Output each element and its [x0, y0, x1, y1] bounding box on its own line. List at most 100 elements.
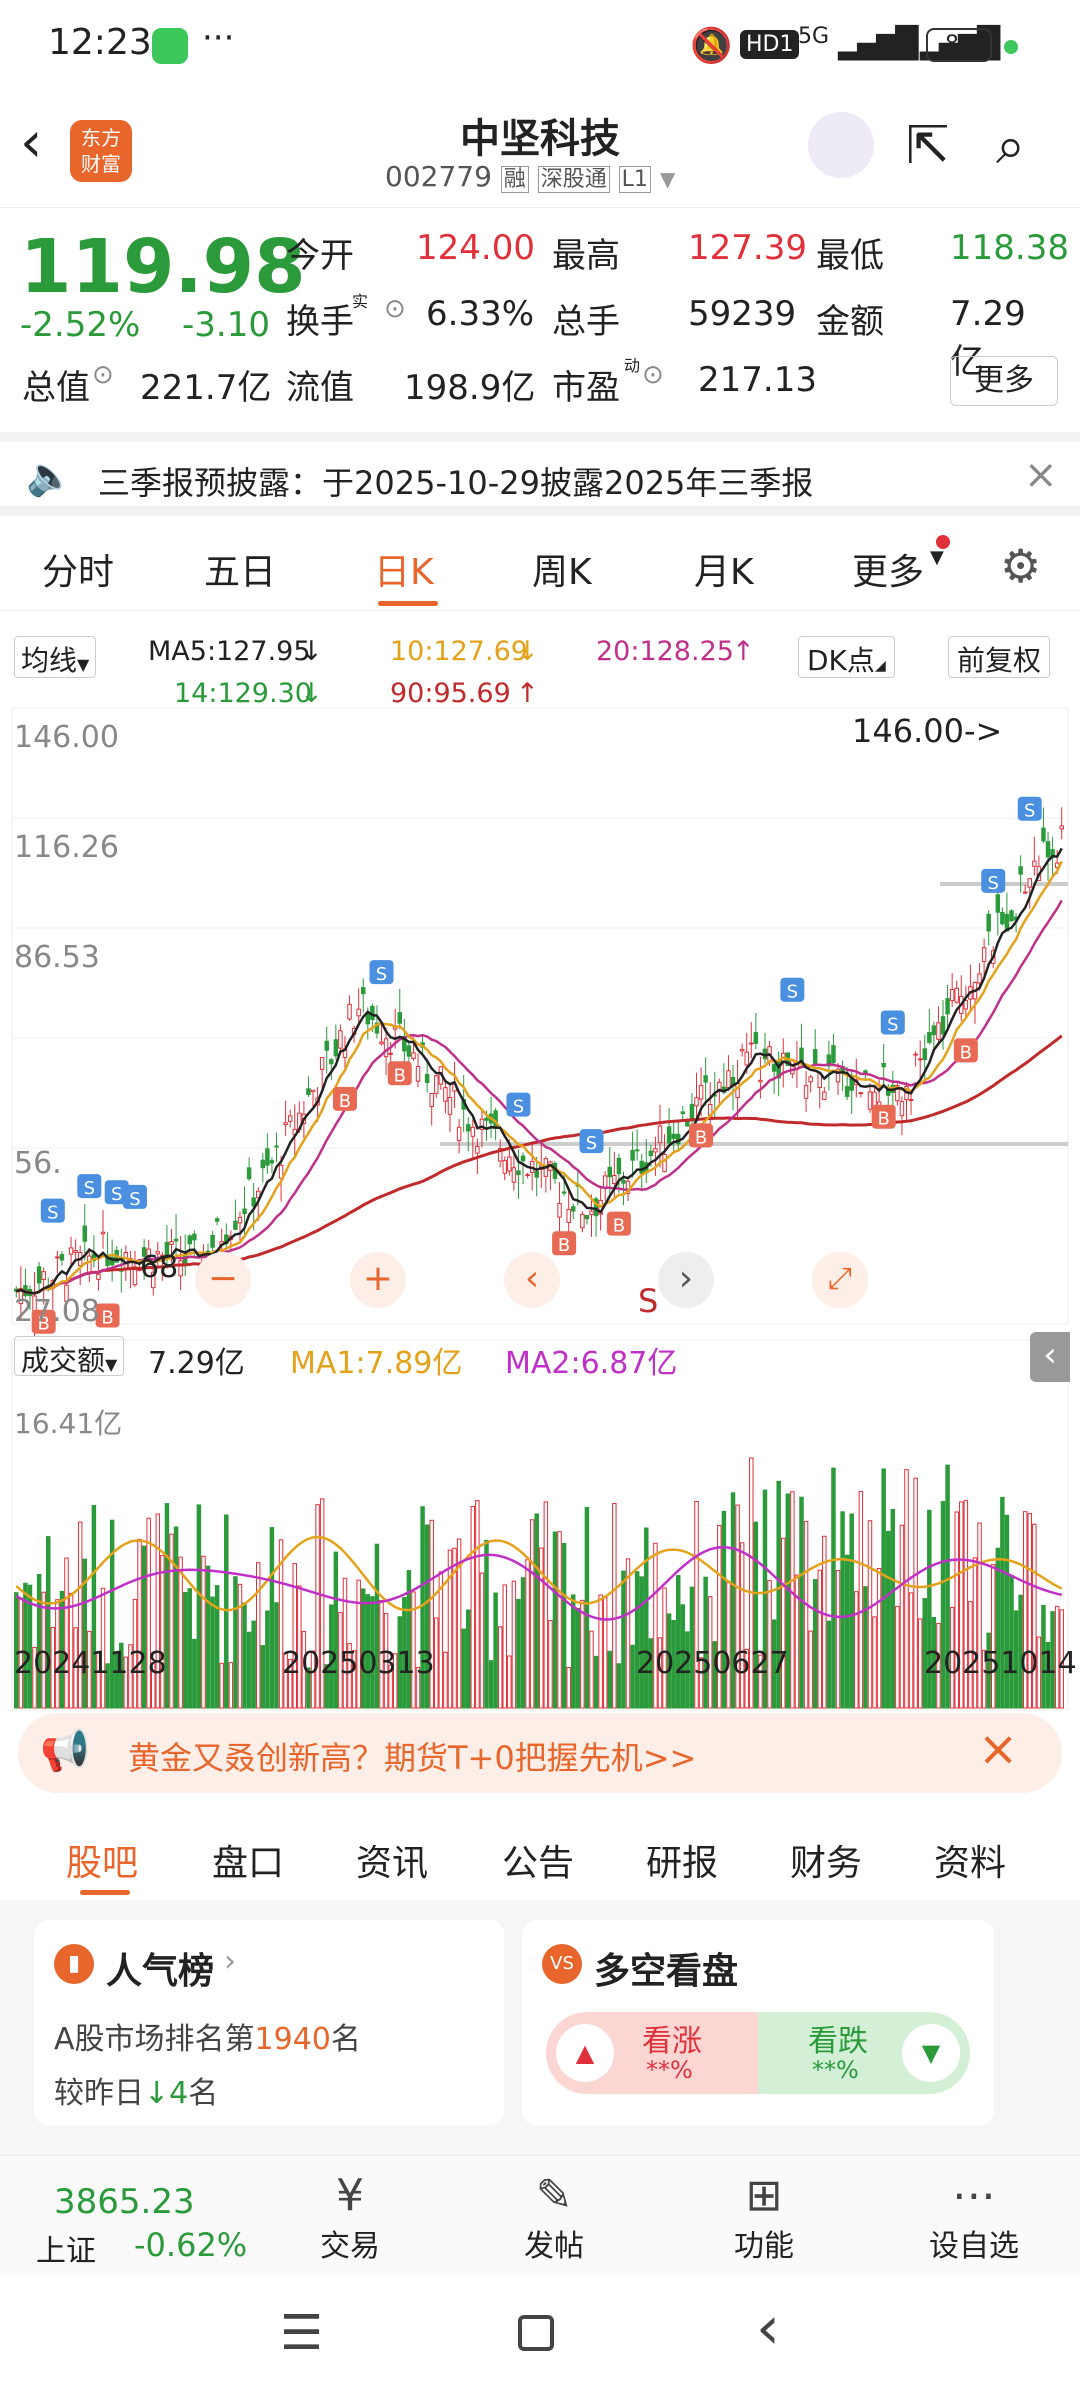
volume-bar	[863, 1586, 868, 1709]
marker-letter: B	[877, 1109, 889, 1130]
zoom-in-button[interactable]: +	[350, 1252, 406, 1308]
popularity-card[interactable]: ▮ 人气榜 › A股市场排名第1940名 较昨日↓4名	[34, 1920, 504, 2125]
volume-bar	[589, 1630, 594, 1709]
candle-body	[265, 1148, 270, 1166]
promo-banner[interactable]: 📢 黄金又叒创新高？期货T+0把握先机>> ×	[18, 1713, 1062, 1793]
candle-body	[55, 1256, 60, 1259]
volume-bar	[233, 1576, 238, 1709]
stock-code-row[interactable]: 002779 融 深股通 L1 ▼	[385, 160, 675, 193]
candle-body	[940, 1016, 946, 1035]
tab-orderbook[interactable]: 盘口	[212, 1843, 285, 1884]
y-label-bottom: 27.08	[14, 1294, 100, 1329]
bullish-button[interactable]: ▲ 看涨 **%	[546, 2012, 778, 2094]
volume-bar	[260, 1645, 266, 1709]
more-button[interactable]: 更多	[950, 356, 1058, 406]
fullscreen-button[interactable]: ⤢	[812, 1252, 868, 1308]
volume-bar	[835, 1570, 841, 1709]
price-chg: -3.10	[182, 305, 270, 345]
volume-bar	[73, 1627, 78, 1709]
search-icon[interactable]: ⌕	[996, 116, 1026, 176]
collapse-side-icon[interactable]: ‹	[1030, 1332, 1070, 1382]
speaker-icon: 🔈	[26, 454, 74, 498]
scroll-left-button[interactable]: ‹	[504, 1252, 560, 1308]
dk-button[interactable]: DK点◢	[798, 636, 895, 678]
tab-more[interactable]: 更多	[852, 552, 925, 593]
volume-bar	[945, 1464, 950, 1709]
candle-body	[178, 1260, 183, 1277]
volume-bar	[584, 1506, 590, 1709]
volume-bar	[552, 1531, 558, 1709]
volume-bar	[374, 1543, 380, 1709]
volume-bar	[529, 1519, 535, 1709]
info-icon[interactable]: ⊙	[92, 360, 114, 390]
add-watchlist-button[interactable]: ⋯ 设自选	[914, 2170, 1034, 2265]
index-ticker[interactable]: 3865.23 上证 -0.62%	[22, 2176, 247, 2269]
volume-bar	[762, 1489, 768, 1709]
volume-bar	[826, 1620, 832, 1709]
index-value: 3865.23	[54, 2182, 195, 2222]
candle-body	[1059, 825, 1064, 830]
volume-bar	[1054, 1605, 1060, 1709]
functions-button[interactable]: ⊞ 功能	[714, 2170, 814, 2265]
ma20-line	[15, 899, 1063, 1295]
marker-letter: S	[988, 873, 999, 894]
volume-bar	[224, 1514, 229, 1709]
logo-text-2: 财富	[81, 152, 121, 176]
candle-body	[927, 1031, 932, 1043]
tab-five-day[interactable]: 五日	[204, 552, 277, 593]
bearish-button[interactable]: 看跌 **% ▼	[758, 2012, 970, 2094]
tab-announcements[interactable]: 公告	[502, 1843, 575, 1884]
candle-body	[858, 1092, 864, 1095]
volume-bar	[319, 1498, 325, 1709]
post-button[interactable]: ✎ 发帖	[504, 2170, 604, 2265]
tab-profile[interactable]: 资料	[934, 1843, 1007, 1884]
candle-body	[602, 1175, 608, 1189]
tab-finance[interactable]: 财务	[790, 1843, 863, 1884]
candle-body	[922, 1048, 927, 1060]
back-nav-icon[interactable]: ‹	[756, 2293, 780, 2363]
candle-body	[59, 1254, 65, 1261]
volume-bar	[128, 1644, 133, 1709]
candle-body	[447, 1096, 453, 1115]
settings-icon[interactable]: ⚙	[1000, 539, 1042, 593]
trade-button[interactable]: ¥ 交易	[300, 2170, 400, 2265]
sell-marker	[880, 1010, 905, 1035]
candle-body	[356, 1008, 361, 1017]
candle-body	[525, 1174, 530, 1177]
volume-bar	[954, 1511, 959, 1709]
change-value: 4	[169, 2076, 189, 2111]
volume-bar	[1022, 1511, 1028, 1709]
close-icon[interactable]: ×	[978, 1721, 1019, 1777]
notice-bar[interactable]: 🔈 三季报预披露：于2025-10-29披露2025年三季报 ×	[0, 432, 1080, 516]
close-icon[interactable]: ×	[1024, 452, 1058, 498]
tab-weekly-k[interactable]: 周K	[532, 552, 592, 593]
share-icon[interactable]: ⇱	[906, 116, 950, 176]
marker-letter: B	[695, 1127, 707, 1148]
arrow-up-icon: ↑	[516, 678, 539, 709]
adjust-button[interactable]: 前复权	[948, 636, 1051, 678]
assistant-avatar[interactable]	[808, 112, 874, 178]
bull-bear-card[interactable]: VS 多空看盘 ▲ 看涨 **% 看跌 **% ▼	[522, 1920, 994, 2125]
kline-chart[interactable]: 均线▼ MA5:127.95 ↓ 10:127.69 ↓ 20:128.25 ↑…	[0, 612, 1080, 1711]
tab-intraday[interactable]: 分时	[42, 552, 115, 593]
candle-body	[917, 1058, 923, 1061]
tab-forum[interactable]: 股吧	[66, 1843, 139, 1884]
zoom-out-button[interactable]: −	[195, 1252, 251, 1308]
candle-body	[908, 1099, 914, 1102]
menu-icon[interactable]: ☰	[280, 2305, 324, 2361]
tab-monthly-k[interactable]: 月K	[694, 552, 754, 593]
tab-daily-k[interactable]: 日K	[374, 552, 434, 593]
home-icon[interactable]	[518, 2315, 554, 2351]
tab-research[interactable]: 研报	[646, 1843, 719, 1884]
volume-bar	[634, 1571, 640, 1709]
candle-body	[246, 1167, 252, 1180]
scroll-right-button[interactable]: ›	[658, 1252, 714, 1308]
info-icon[interactable]: ⊙	[642, 360, 664, 390]
back-icon[interactable]: ‹	[20, 110, 43, 175]
volume-bar	[781, 1537, 786, 1709]
volume-indicator-selector[interactable]: 成交额▼	[14, 1336, 125, 1377]
bullish-value: **%	[646, 2056, 693, 2084]
tab-news[interactable]: 资讯	[356, 1843, 429, 1884]
info-icon[interactable]: ⊙	[384, 294, 406, 324]
ma-selector[interactable]: 均线▼	[14, 636, 97, 678]
